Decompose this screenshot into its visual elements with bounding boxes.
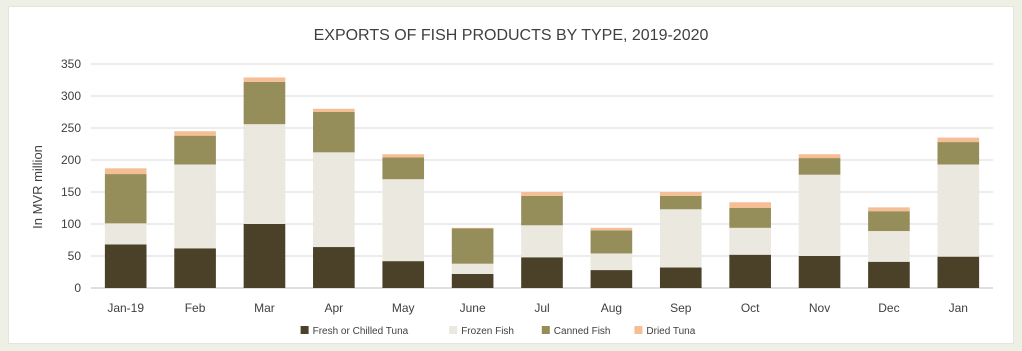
x-tick-label: Aug (601, 301, 622, 315)
bar-segment (104, 174, 147, 224)
bar-segment (104, 223, 147, 245)
y-tick-label: 0 (74, 281, 81, 295)
bar-segment (937, 142, 980, 165)
bar-segment (313, 247, 355, 288)
bar-segment (243, 77, 286, 82)
x-tick-label: May (392, 301, 415, 315)
x-tick-label: Oct (741, 301, 760, 315)
y-tick-label: 150 (61, 185, 81, 199)
bar-segment (521, 225, 563, 258)
y-tick-label: 250 (61, 121, 81, 135)
bar-segment (243, 81, 286, 125)
x-tick-label: Apr (325, 301, 344, 315)
bar-segment (451, 228, 494, 264)
x-tick-label: Jul (534, 301, 549, 315)
bar-segment (382, 154, 425, 158)
y-tick-label: 200 (61, 153, 81, 167)
x-tick-label: Jan-19 (107, 301, 144, 315)
bar-segment (798, 174, 841, 256)
bar-segment (729, 208, 771, 228)
bar-segment (243, 124, 286, 224)
x-tick-label: Nov (809, 301, 830, 315)
y-tick-label: 350 (61, 57, 81, 71)
bar-segment (451, 227, 494, 229)
bar-segment (521, 257, 563, 288)
legend-label: Frozen Fish (461, 326, 514, 337)
bar-segment (937, 256, 980, 288)
bar-segment (590, 227, 633, 231)
bar-segment (868, 211, 910, 232)
legend-swatch (300, 326, 309, 334)
x-tick-label: Feb (185, 301, 206, 315)
bar-segment (382, 261, 425, 288)
bar-segment (451, 273, 494, 288)
bar-segment (868, 261, 910, 288)
bar-segment (868, 231, 910, 262)
x-tick-label: Mar (254, 301, 275, 315)
y-tick-label: 50 (68, 249, 82, 263)
bar-segment (659, 267, 702, 288)
stacked-bar-chart: EXPORTS OF FISH PRODUCTS BY TYPE, 2019-2… (30, 27, 993, 337)
bar-segment (174, 131, 216, 136)
x-tick-label: Sep (670, 301, 692, 315)
bar-segment (243, 224, 286, 288)
bars (104, 77, 980, 288)
bar-segment (174, 135, 216, 165)
x-tick-label: June (460, 301, 486, 315)
bar-segment (798, 256, 841, 288)
bar-segment (382, 157, 425, 180)
bar-segment (729, 202, 771, 208)
bar-segment (868, 207, 910, 212)
chart-frame: EXPORTS OF FISH PRODUCTS BY TYPE, 2019-2… (8, 6, 1014, 344)
bar-segment (659, 209, 702, 268)
bar-segment (104, 168, 147, 175)
bar-segment (521, 192, 563, 196)
y-axis-label: In MVR million (30, 145, 45, 229)
bar-segment (451, 263, 494, 274)
bar-segment (174, 248, 216, 288)
bar-segment (659, 195, 702, 210)
bar-segment (590, 270, 633, 288)
bar-segment (798, 158, 841, 175)
x-tick-label: Jan (949, 301, 968, 315)
bar-segment (382, 179, 425, 262)
bar-segment (313, 112, 355, 153)
bar-segment (313, 108, 355, 112)
bar-segment (937, 137, 980, 143)
y-tick-label: 100 (61, 217, 81, 231)
bar-segment (104, 244, 147, 288)
bar-segment (521, 195, 563, 226)
bar-segment (174, 164, 216, 249)
legend-label: Dried Tuna (646, 326, 695, 337)
chart-title: EXPORTS OF FISH PRODUCTS BY TYPE, 2019-2… (314, 27, 709, 44)
bar-segment (313, 152, 355, 248)
bar-segment (798, 154, 841, 159)
x-tick-label: Dec (878, 301, 899, 315)
bar-segment (659, 192, 702, 196)
bar-segment (937, 164, 980, 257)
bar-segment (590, 230, 633, 254)
legend-swatch (541, 326, 550, 334)
bar-segment (729, 254, 771, 288)
legend-label: Fresh or Chilled Tuna (313, 326, 409, 337)
legend-swatch (449, 326, 458, 334)
y-tick-label: 300 (61, 89, 81, 103)
bar-segment (729, 227, 771, 255)
x-axis-ticks: Jan-19 Feb Mar Apr May June Jul Aug Sep Oct Nov Dec… (107, 301, 968, 315)
legend: Fresh or Chilled Tuna Frozen Fish Canned F… (300, 326, 696, 337)
legend-swatch (634, 326, 643, 334)
legend-label: Canned Fish (554, 326, 611, 337)
bar-segment (590, 253, 633, 271)
y-axis-ticks: 0 50 100 150 200 250 300 350 (61, 57, 81, 295)
